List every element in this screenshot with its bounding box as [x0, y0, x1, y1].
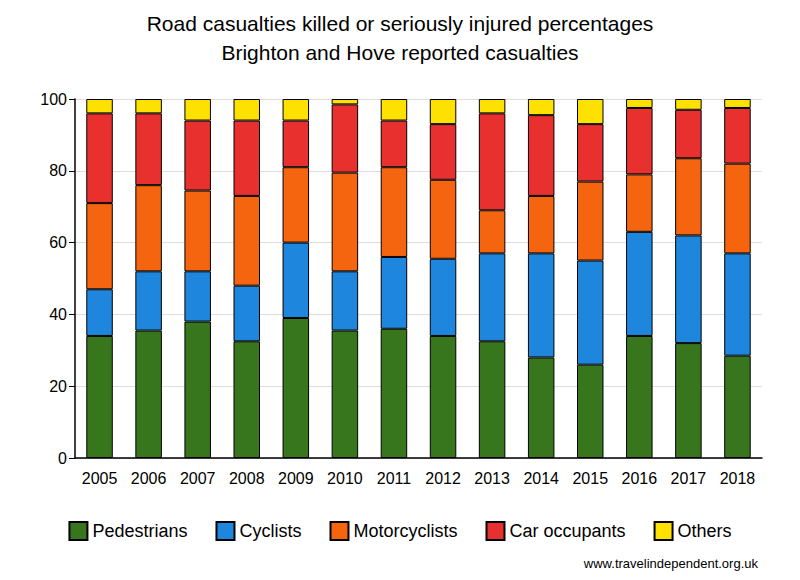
svg-text:Road casualties killed or seri: Road casualties killed or seriously inju… [147, 12, 654, 35]
svg-text:2009: 2009 [278, 470, 314, 487]
svg-text:20: 20 [49, 378, 67, 395]
svg-text:2013: 2013 [474, 470, 510, 487]
svg-text:Brighton and Hove reported cas: Brighton and Hove reported casualties [221, 41, 578, 64]
svg-text:2006: 2006 [131, 470, 167, 487]
svg-text:60: 60 [49, 234, 67, 251]
svg-text:2014: 2014 [523, 470, 559, 487]
svg-text:2005: 2005 [82, 470, 118, 487]
svg-text:2018: 2018 [720, 470, 756, 487]
svg-text:Motorcyclists: Motorcyclists [353, 521, 457, 541]
svg-text:2008: 2008 [229, 470, 265, 487]
svg-text:2012: 2012 [425, 470, 461, 487]
svg-text:100: 100 [40, 91, 67, 108]
svg-text:80: 80 [49, 162, 67, 179]
svg-text:0: 0 [58, 450, 67, 467]
svg-text:www.travelindependent.org.uk: www.travelindependent.org.uk [583, 556, 759, 571]
svg-text:Cyclists: Cyclists [239, 521, 301, 541]
svg-text:2011: 2011 [377, 470, 412, 487]
svg-text:Car occupants: Car occupants [509, 521, 625, 541]
svg-text:2016: 2016 [622, 470, 658, 487]
svg-text:2007: 2007 [180, 470, 216, 487]
svg-text:40: 40 [49, 306, 67, 323]
svg-text:2015: 2015 [572, 470, 608, 487]
svg-text:2017: 2017 [671, 470, 707, 487]
svg-text:Others: Others [678, 521, 732, 541]
svg-text:Pedestrians: Pedestrians [92, 521, 187, 541]
svg-text:2010: 2010 [327, 470, 363, 487]
